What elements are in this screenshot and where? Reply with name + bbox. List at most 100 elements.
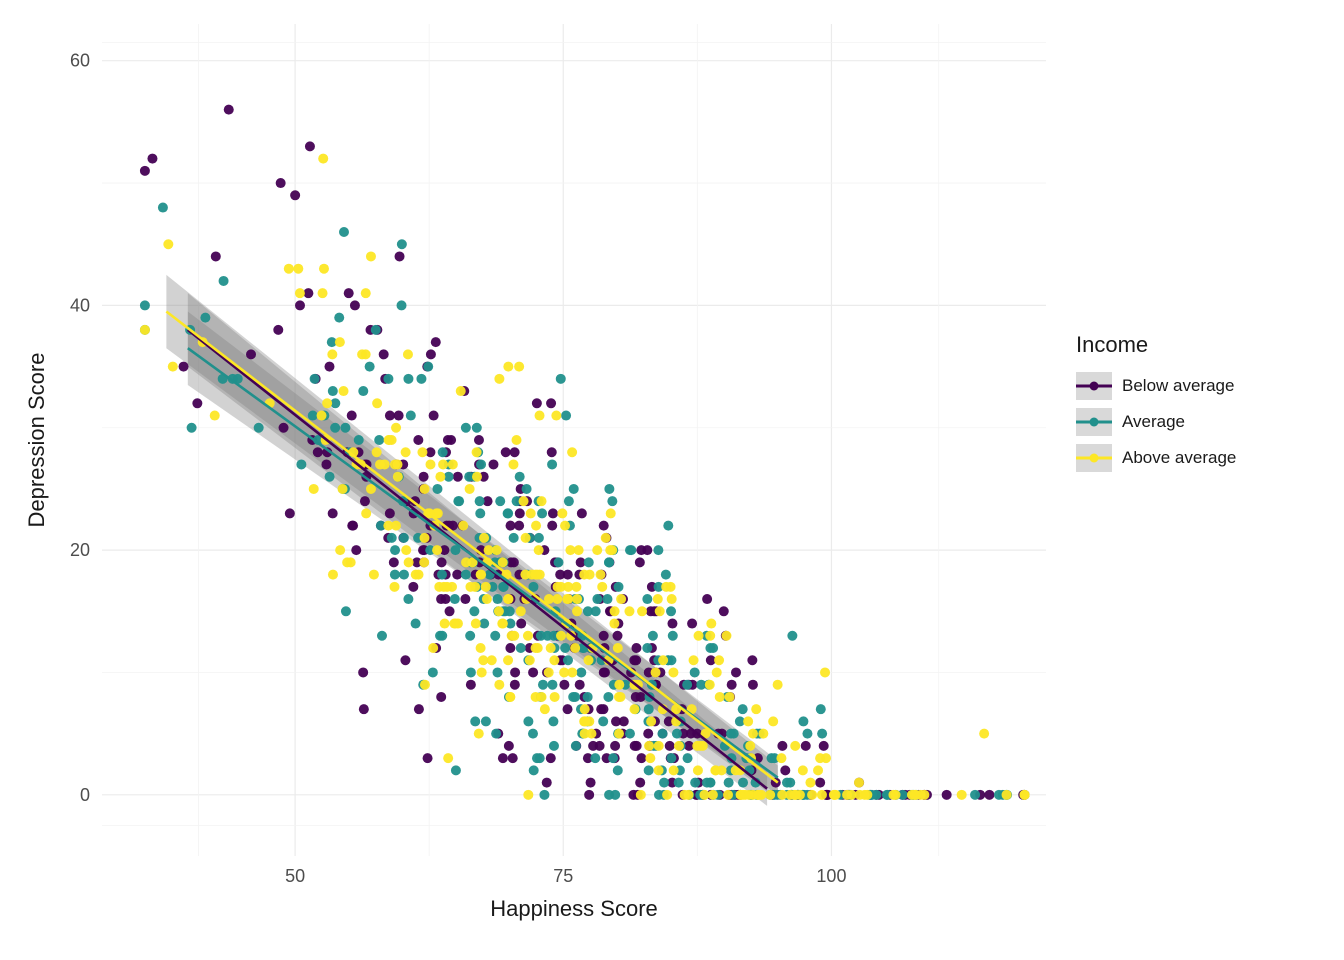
- scatter-point: [361, 508, 371, 518]
- legend-dot-icon: [1090, 454, 1099, 463]
- scatter-point: [328, 386, 338, 396]
- scatter-point: [516, 643, 526, 653]
- scatter-point: [547, 459, 557, 469]
- scatter-point: [706, 619, 716, 629]
- scatter-point: [1002, 790, 1012, 800]
- scatter-point: [598, 716, 608, 726]
- scatter-point: [798, 716, 808, 726]
- scatter-point: [586, 729, 596, 739]
- scatter-point: [350, 300, 360, 310]
- scatter-point: [591, 606, 601, 616]
- scatter-point: [729, 729, 739, 739]
- scatter-point: [535, 753, 545, 763]
- scatter-point: [423, 753, 433, 763]
- scatter-point: [655, 606, 665, 616]
- scatter-point: [319, 264, 329, 274]
- scatter-point: [553, 557, 563, 567]
- scatter-point: [780, 765, 790, 775]
- scatter-point: [441, 594, 451, 604]
- scatter-point: [637, 753, 647, 763]
- scatter-point: [400, 655, 410, 665]
- scatter-point: [340, 423, 350, 433]
- scatter-point: [653, 594, 663, 604]
- scatter-point: [604, 484, 614, 494]
- scatter-point: [414, 704, 424, 714]
- legend-dot-icon: [1090, 382, 1099, 391]
- scatter-point: [379, 349, 389, 359]
- scatter-point: [659, 778, 669, 788]
- scatter-point: [335, 337, 345, 347]
- scatter-point: [570, 643, 580, 653]
- scatter-point: [632, 741, 642, 751]
- scatter-point: [610, 606, 620, 616]
- scatter-point: [429, 411, 439, 421]
- scatter-point: [461, 570, 471, 580]
- scatter-point: [795, 790, 805, 800]
- scatter-point: [910, 790, 920, 800]
- scatter-point: [567, 447, 577, 457]
- scatter-point: [448, 459, 458, 469]
- scatter-point: [443, 753, 453, 763]
- scatter-point: [658, 729, 668, 739]
- scatter-point: [488, 459, 498, 469]
- scatter-point: [503, 508, 513, 518]
- scatter-point: [414, 570, 424, 580]
- scatter-point: [358, 667, 368, 677]
- scatter-point: [472, 423, 482, 433]
- scatter-point: [669, 765, 679, 775]
- scatter-point: [768, 716, 778, 726]
- scatter-point: [140, 166, 150, 176]
- scatter-point: [549, 741, 559, 751]
- scatter-point: [411, 619, 421, 629]
- scatter-point: [397, 300, 407, 310]
- scatter-point: [592, 545, 602, 555]
- scatter-point: [599, 631, 609, 641]
- y-tick-label: 40: [70, 295, 90, 315]
- scatter-point: [514, 362, 524, 372]
- scatter-point: [465, 484, 475, 494]
- scatter-point: [453, 472, 463, 482]
- scatter-point: [147, 154, 157, 164]
- scatter-point: [510, 447, 520, 457]
- scatter-point: [606, 508, 616, 518]
- scatter-point: [308, 411, 318, 421]
- scatter-point: [140, 300, 150, 310]
- scatter-point: [384, 435, 394, 445]
- scatter-point: [717, 765, 727, 775]
- scatter-point: [525, 655, 535, 665]
- scatter-point: [592, 594, 602, 604]
- scatter-point: [437, 570, 447, 580]
- scatter-point: [731, 667, 741, 677]
- scatter-point: [577, 508, 587, 518]
- scatter-point: [466, 680, 476, 690]
- scatter-point: [599, 521, 609, 531]
- scatter-point: [431, 337, 441, 347]
- scatter-point: [470, 716, 480, 726]
- regression-line: [166, 312, 777, 783]
- scatter-point: [456, 386, 466, 396]
- scatter-point: [163, 239, 173, 249]
- scatter-point: [416, 374, 426, 384]
- scatter-point: [705, 631, 715, 641]
- scatter-point: [515, 472, 525, 482]
- scatter-point: [420, 533, 430, 543]
- scatter-point: [661, 570, 671, 580]
- scatter-point: [535, 411, 545, 421]
- scatter-point: [595, 741, 605, 751]
- scatter-point: [438, 459, 448, 469]
- scatter-point: [721, 631, 731, 641]
- scatter-point: [503, 362, 513, 372]
- scatter-point: [548, 716, 558, 726]
- scatter-point: [559, 680, 569, 690]
- scatter-point: [445, 606, 455, 616]
- scatter-point: [344, 288, 354, 298]
- scatter-point: [460, 594, 470, 604]
- scatter-point: [334, 313, 344, 323]
- scatter-point: [438, 447, 448, 457]
- scatter-point: [481, 582, 491, 592]
- scatter-point: [374, 435, 384, 445]
- scatter-point: [690, 778, 700, 788]
- scatter-point: [668, 667, 678, 677]
- scatter-point: [636, 790, 646, 800]
- scatter-point: [437, 631, 447, 641]
